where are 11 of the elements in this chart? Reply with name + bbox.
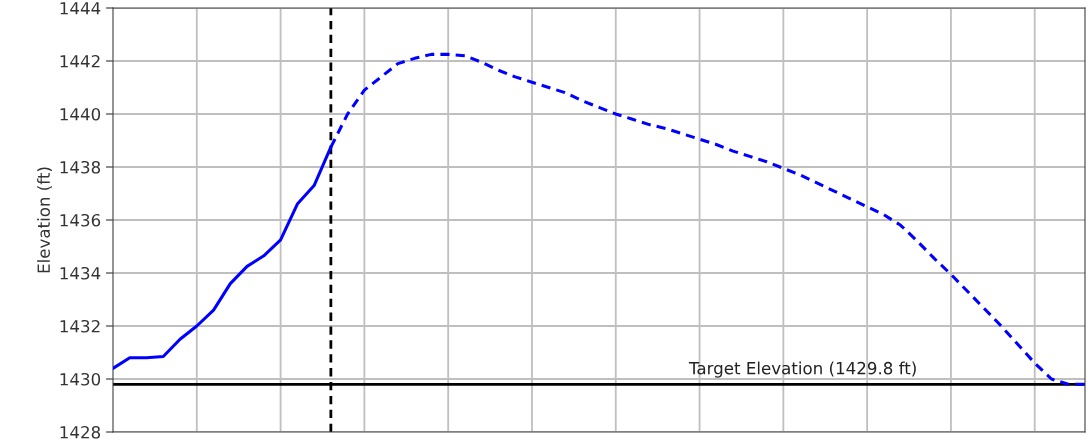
y-tick-label: 1428 xyxy=(60,425,101,439)
y-tick-label: 1442 xyxy=(60,54,100,68)
y-tick-label: 1432 xyxy=(60,319,100,333)
y-tick-label: 1436 xyxy=(60,213,101,227)
y-tick-label: 1444 xyxy=(60,2,101,15)
y-tick-label: 1438 xyxy=(60,160,101,174)
y-axis-title: Elevation (ft) xyxy=(37,167,52,273)
y-tick-label: 1440 xyxy=(60,107,101,121)
y-tick-label: 1430 xyxy=(60,372,101,386)
ref-line-label: Target Elevation (1429.8 ft) xyxy=(688,361,916,378)
y-tick-label: 1434 xyxy=(60,266,101,280)
